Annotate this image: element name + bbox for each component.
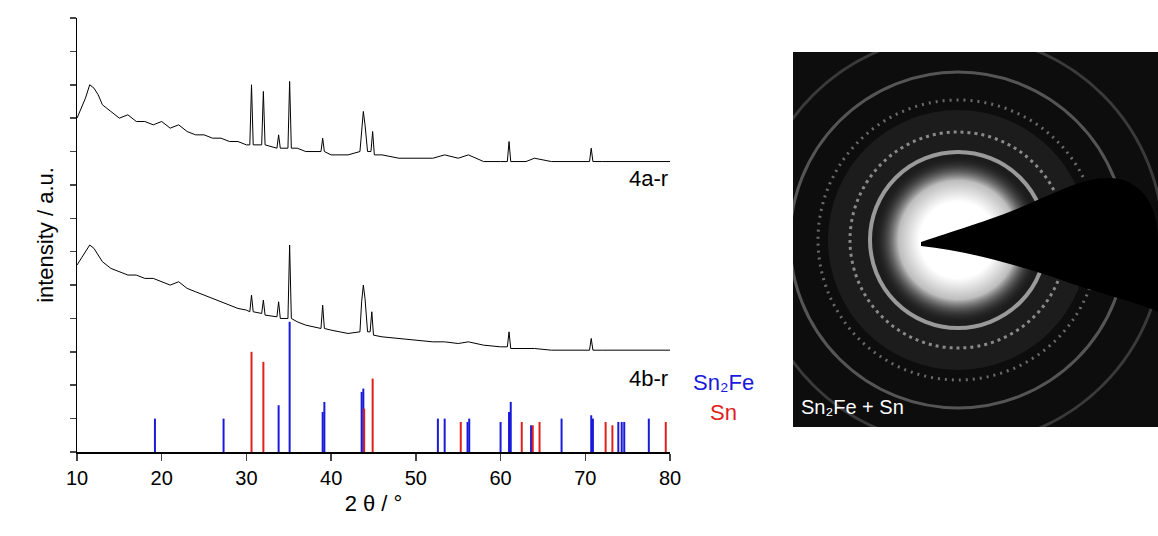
svg-text:2 θ / °: 2 θ / ° [345, 491, 403, 516]
svg-text:40: 40 [320, 467, 342, 489]
svg-text:20: 20 [151, 467, 173, 489]
svg-text:4b-r: 4b-r [629, 366, 668, 391]
svg-text:30: 30 [235, 467, 257, 489]
svg-text:60: 60 [489, 467, 511, 489]
svg-text:10: 10 [66, 467, 88, 489]
svg-text:80: 80 [659, 467, 681, 489]
svg-text:50: 50 [405, 467, 427, 489]
svg-text:Sn: Sn [710, 400, 737, 425]
svg-text:4a-r: 4a-r [629, 166, 668, 191]
svg-text:70: 70 [574, 467, 596, 489]
svg-text:intensity / a.u.: intensity / a.u. [33, 167, 58, 303]
svg-text:Sn₂Fe: Sn₂Fe [693, 370, 754, 395]
html-text:Sn₂Fe + Sn: Sn₂Fe + Sn [801, 396, 904, 418]
